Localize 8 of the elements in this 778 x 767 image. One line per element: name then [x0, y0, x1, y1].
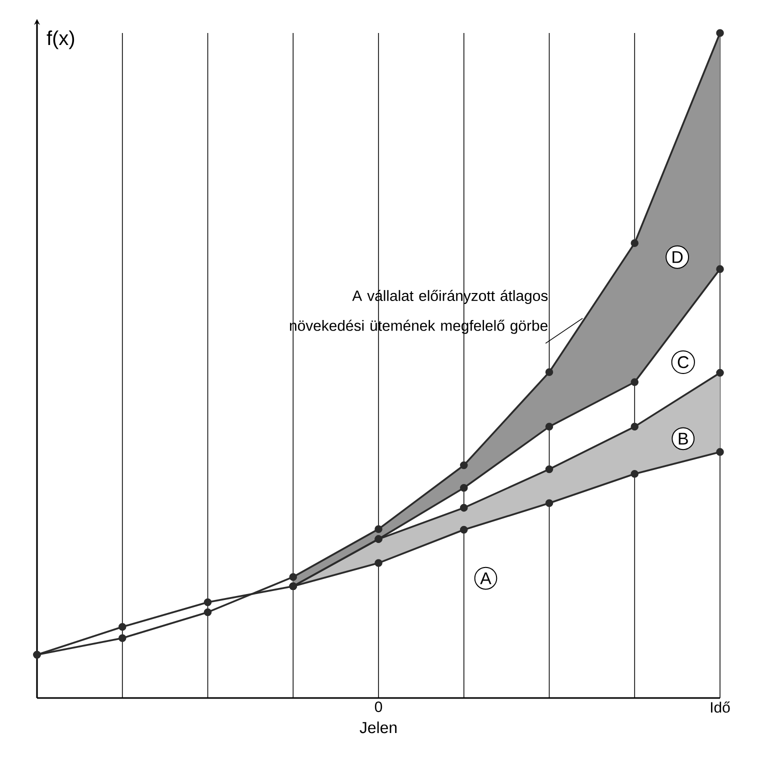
- annotation: D: [672, 251, 683, 263]
- annotation: A: [480, 572, 492, 584]
- y-axis-title: f(x): [46, 30, 74, 50]
- x-tick-label: 0: [374, 702, 382, 712]
- x-axis-title: Jelen: [360, 722, 397, 734]
- annotation: C: [678, 356, 689, 368]
- annotation: B: [678, 432, 688, 444]
- x-tick-label: Idő: [710, 702, 730, 713]
